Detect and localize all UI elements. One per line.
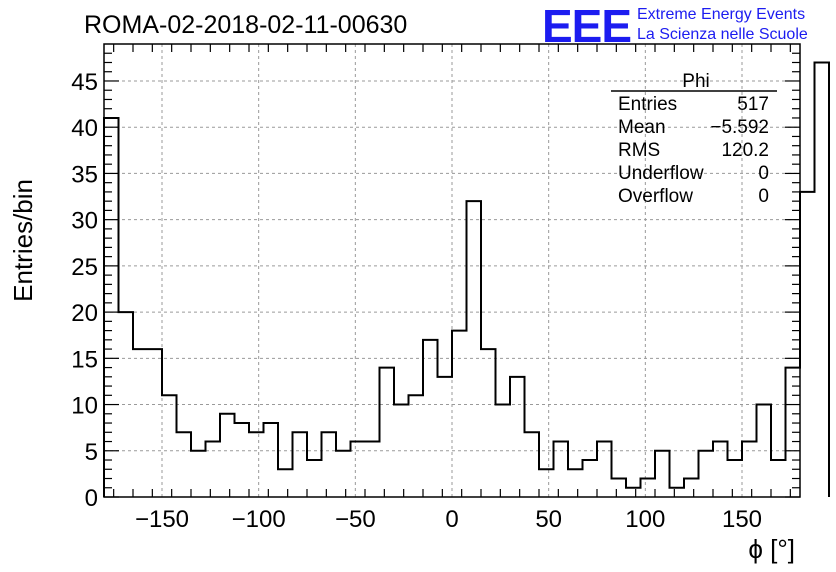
histogram-bin (670, 488, 685, 497)
stats-row-value: 517 (737, 94, 769, 115)
x-tick-label: 150 (722, 506, 762, 533)
histogram-bin (554, 442, 569, 497)
histogram-bin (423, 340, 438, 497)
histogram-bin (191, 451, 206, 497)
x-axis-title: ϕ [°] (748, 534, 795, 564)
histogram-bin (409, 395, 424, 497)
histogram-bin (641, 479, 656, 497)
histogram-bin (655, 451, 670, 497)
x-axis-ticks: −150 −100 −50 0 50 100 150 (113, 44, 791, 533)
histogram-bin (539, 469, 554, 497)
histogram-bin (119, 312, 134, 497)
histogram-bin (148, 349, 163, 497)
histogram-bin (322, 432, 337, 497)
y-tick-label: 40 (71, 115, 98, 142)
histogram-bin (336, 451, 351, 497)
histogram-bin (699, 451, 714, 497)
stats-row-label: RMS (618, 140, 660, 161)
histogram-bin (467, 201, 482, 497)
histogram-bin (626, 488, 641, 497)
y-tick-label: 25 (71, 254, 98, 281)
histogram-bin (684, 479, 699, 497)
histogram-bin (496, 405, 511, 497)
logo-line-2: La Scienza nelle Scuole (637, 26, 808, 43)
histogram-bin (510, 377, 525, 497)
x-tick-label: −50 (335, 506, 376, 533)
plot-frame (103, 43, 801, 498)
y-tick-label: 30 (71, 208, 98, 235)
x-tick-label: 100 (625, 506, 665, 533)
histogram-bin (264, 423, 279, 497)
logo-line-1: Extreme Energy Events (637, 6, 805, 23)
histogram-bin (394, 405, 409, 497)
histogram-bin (235, 423, 250, 497)
histogram-bin (177, 432, 192, 497)
histogram-bin (293, 432, 308, 497)
stats-box: Phi Entries 517 Mean −5.592 RMS 120.2 Underflo… (611, 71, 777, 207)
stats-row-label: Underflow (618, 163, 704, 184)
histogram-bin (104, 118, 119, 497)
stats-row-label: Entries (618, 94, 677, 115)
x-tick-label: −150 (135, 506, 189, 533)
histogram-bin (757, 405, 772, 497)
histogram-bin (742, 442, 757, 497)
y-tick-label: 45 (71, 69, 98, 96)
histogram-bin (597, 442, 612, 497)
stats-row-value: 0 (758, 163, 769, 184)
histogram-bin (771, 460, 786, 497)
histogram-bin (800, 192, 815, 497)
y-tick-label: 20 (71, 300, 98, 327)
histogram-bin (713, 442, 728, 497)
chart-title: ROMA-02-2018-02-11-00630 (84, 11, 407, 39)
stats-row-label: Mean (618, 117, 666, 138)
histogram-bin (612, 479, 627, 497)
histogram-bin (481, 349, 496, 497)
eee-logo: EEE Extreme Energy Events La Scienza nel… (542, 0, 808, 52)
y-axis-title: Entries/bin (8, 179, 38, 302)
histogram-bin (525, 432, 540, 497)
y-axis-ticks: 0 5 10 15 20 25 30 35 40 45 (71, 52, 800, 512)
histogram-bin (365, 442, 380, 497)
y-tick-label: 35 (71, 161, 98, 188)
stats-row-value: −5.592 (710, 117, 769, 138)
histogram-bin (583, 460, 598, 497)
y-tick-label: 0 (85, 485, 98, 512)
histogram-bin (162, 395, 177, 497)
y-tick-label: 15 (71, 346, 98, 373)
plot-border (103, 43, 801, 498)
histogram-bin (206, 442, 221, 497)
histogram-bin (438, 377, 453, 497)
y-tick-label: 10 (71, 393, 98, 420)
x-tick-label: 50 (535, 506, 562, 533)
histogram-bin (568, 469, 583, 497)
x-tick-label: −100 (232, 506, 286, 533)
histogram-bin (728, 460, 743, 497)
stats-row-value: 0 (758, 186, 769, 207)
histogram-bin (220, 414, 235, 497)
histogram-bin (452, 331, 467, 497)
stats-row-value: 120.2 (721, 140, 769, 161)
stats-rows: Entries 517 Mean −5.592 RMS 120.2 Underflow 0 Ov… (618, 94, 769, 207)
histogram-bin (380, 368, 395, 497)
histogram-bin (307, 460, 322, 497)
histogram-bin (133, 349, 148, 497)
stats-name: Phi (682, 71, 709, 92)
x-tick-label: 0 (445, 506, 458, 533)
histogram-bin (249, 432, 264, 497)
histogram-bin (815, 62, 830, 497)
y-tick-label: 5 (85, 439, 98, 466)
histogram-bin (278, 469, 293, 497)
stats-row-label: Overflow (618, 186, 693, 207)
histogram-outline (103, 61, 830, 497)
histogram-bin (351, 442, 366, 497)
